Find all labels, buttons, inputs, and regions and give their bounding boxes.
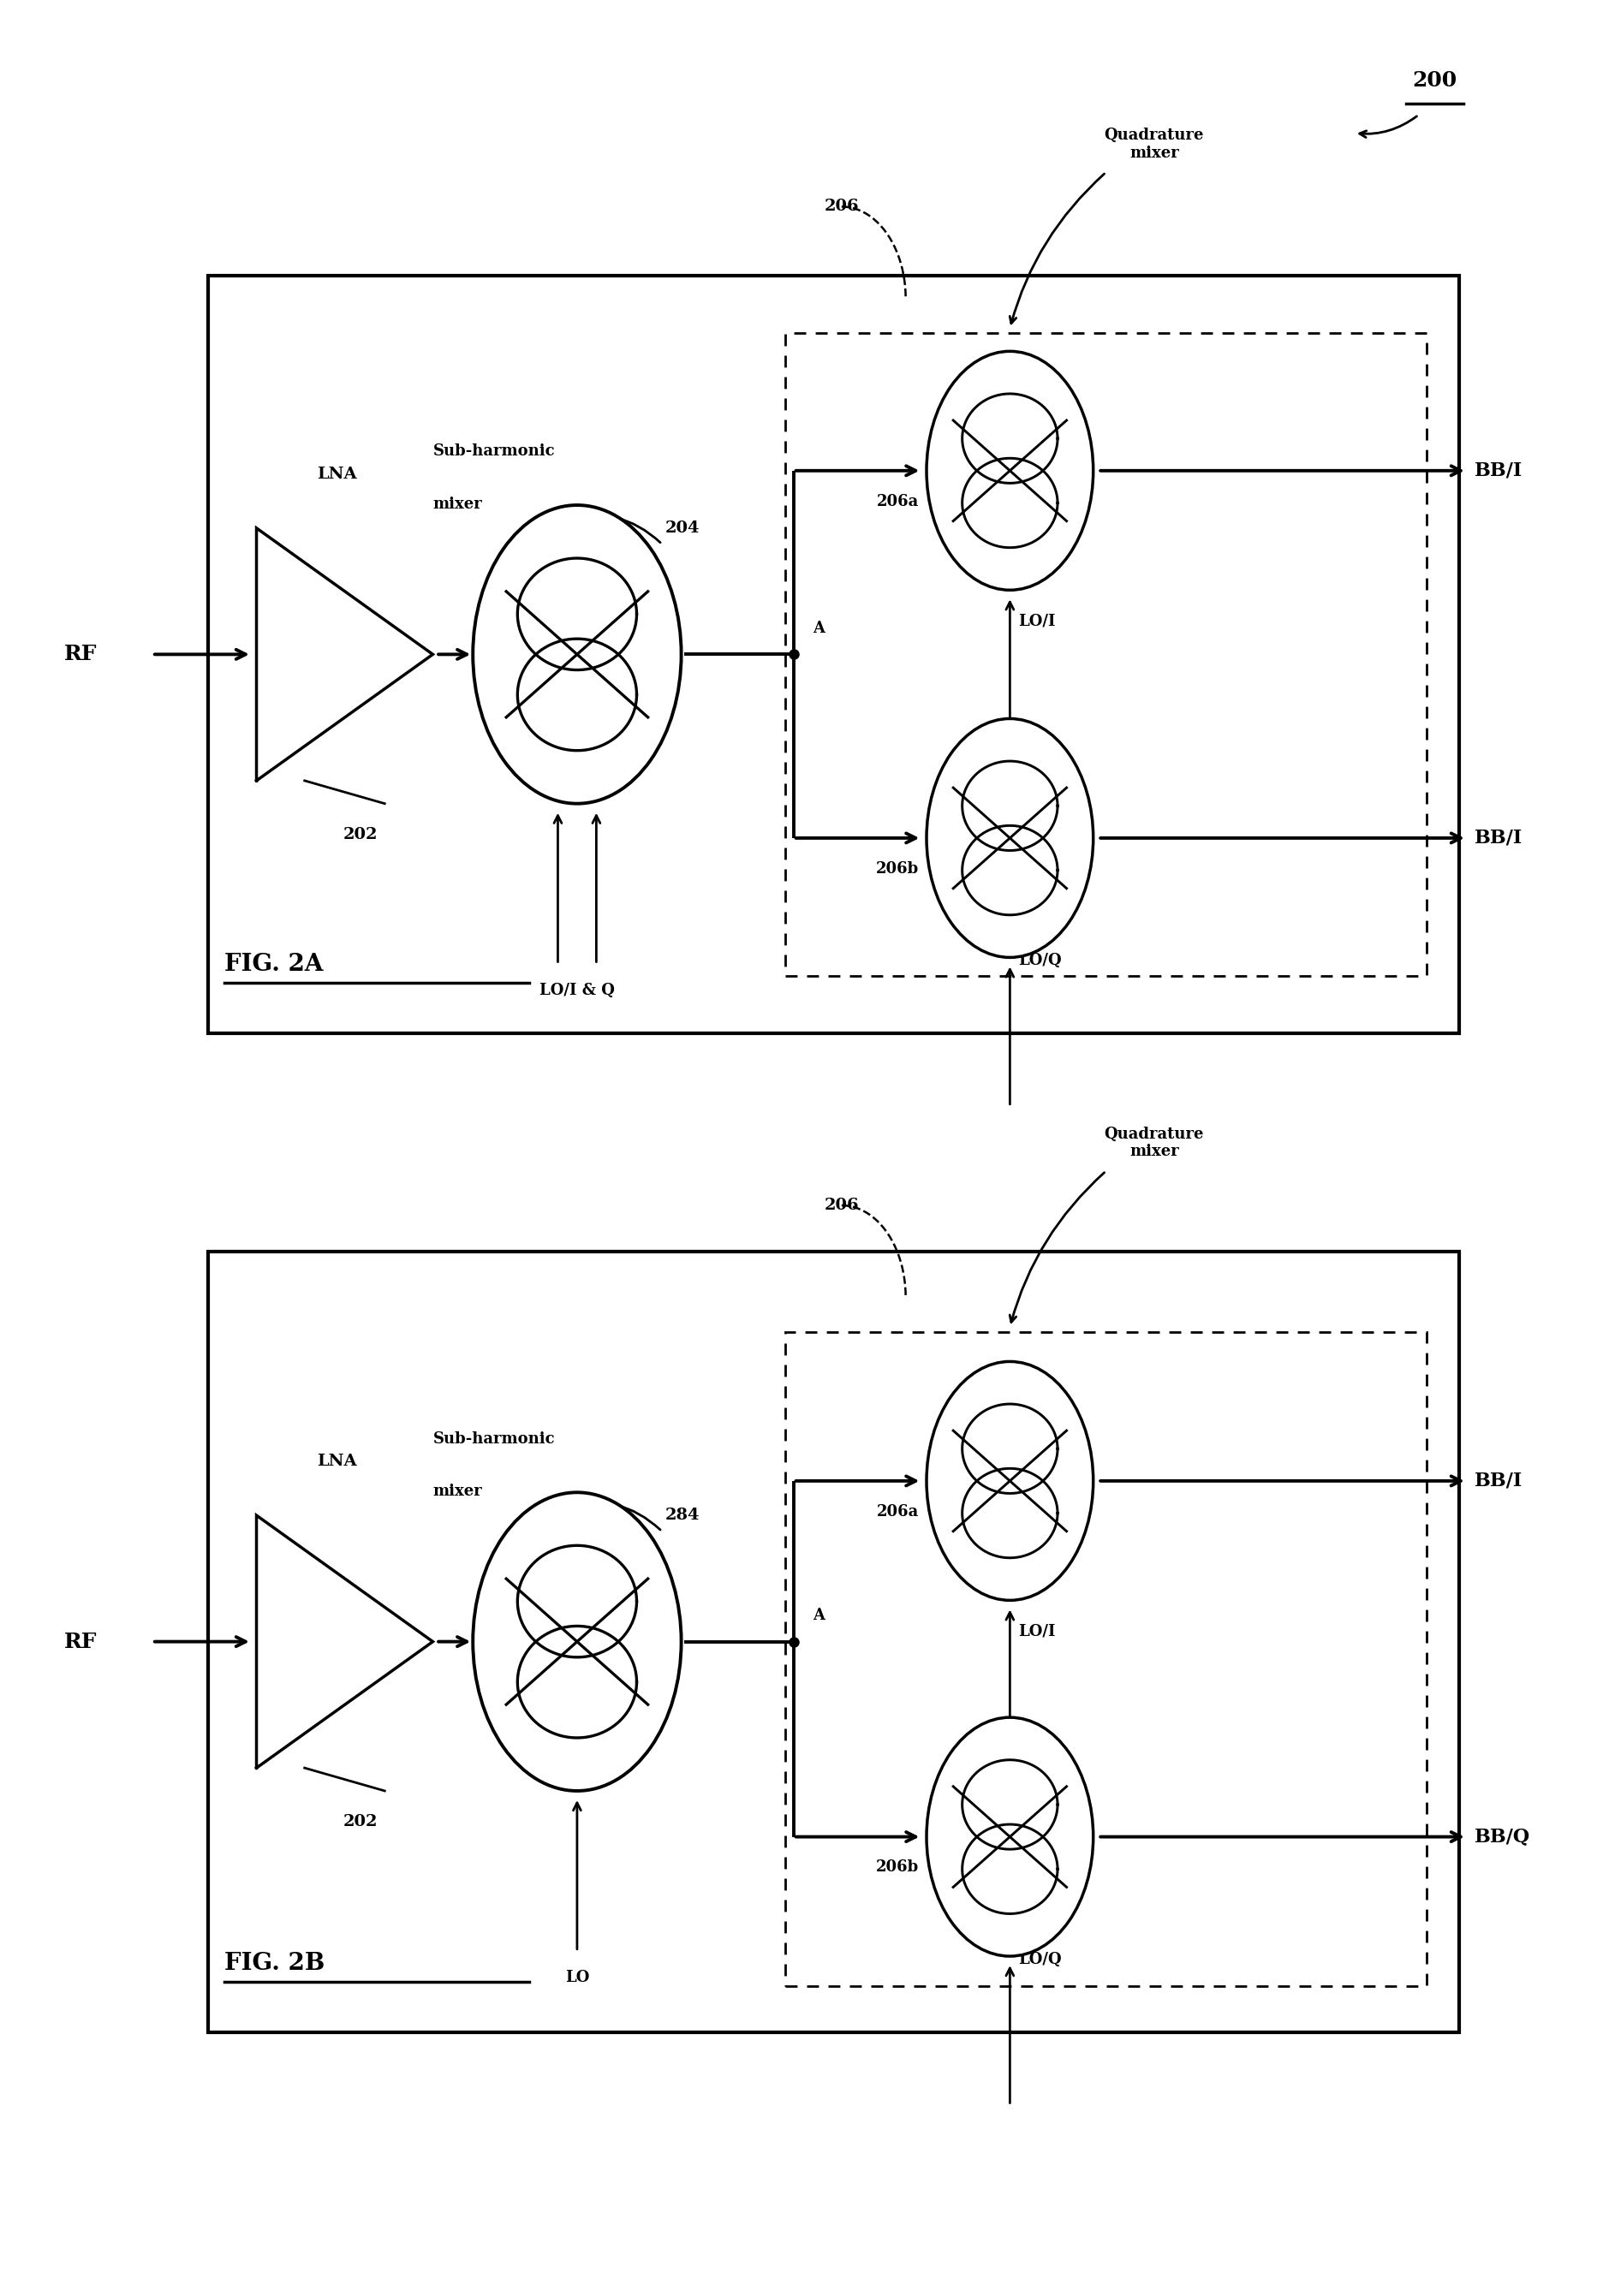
Text: 284: 284 <box>665 1508 701 1522</box>
Text: 206b: 206b <box>875 1860 919 1876</box>
Text: A: A <box>813 1607 824 1623</box>
Bar <box>208 276 1459 1033</box>
Text: BB/I: BB/I <box>1475 1472 1523 1490</box>
Text: Quadrature
mixer: Quadrature mixer <box>1104 1127 1204 1159</box>
Circle shape <box>927 1717 1093 1956</box>
Circle shape <box>927 719 1093 957</box>
Text: 204: 204 <box>665 521 701 535</box>
Circle shape <box>473 1492 681 1791</box>
Text: LNA: LNA <box>317 466 356 482</box>
Text: mixer: mixer <box>433 1483 483 1499</box>
Text: 206b: 206b <box>875 861 919 877</box>
Text: LO: LO <box>564 1970 590 1986</box>
Text: 200: 200 <box>1412 71 1457 90</box>
Text: RF: RF <box>64 1632 98 1651</box>
Text: RF: RF <box>64 645 98 664</box>
Text: 202: 202 <box>343 827 378 843</box>
Circle shape <box>927 1362 1093 1600</box>
Text: LO/I: LO/I <box>1018 1623 1055 1639</box>
Text: 206: 206 <box>824 200 859 214</box>
Text: 206a: 206a <box>877 1504 919 1520</box>
Text: A: A <box>813 620 824 636</box>
Circle shape <box>927 351 1093 590</box>
Text: BB/I: BB/I <box>1475 461 1523 480</box>
Text: LO/Q: LO/Q <box>1018 953 1061 969</box>
Text: mixer: mixer <box>433 496 483 512</box>
Text: FIG. 2A: FIG. 2A <box>224 953 324 976</box>
Text: LNA: LNA <box>317 1453 356 1469</box>
Circle shape <box>473 505 681 804</box>
Text: Sub-harmonic: Sub-harmonic <box>433 1430 555 1446</box>
Bar <box>785 333 1427 976</box>
Bar <box>785 1332 1427 1986</box>
Text: LO/I & Q: LO/I & Q <box>540 983 614 999</box>
Text: 202: 202 <box>343 1814 378 1830</box>
Text: FIG. 2B: FIG. 2B <box>224 1952 325 1975</box>
Text: BB/Q: BB/Q <box>1475 1828 1531 1846</box>
Text: BB/I: BB/I <box>1475 829 1523 847</box>
Text: LO/Q: LO/Q <box>1018 1952 1061 1968</box>
Text: Quadrature
mixer: Quadrature mixer <box>1104 129 1204 161</box>
Text: Sub-harmonic: Sub-harmonic <box>433 443 555 459</box>
Text: 206a: 206a <box>877 494 919 510</box>
Text: LO/I: LO/I <box>1018 613 1055 629</box>
Text: 206: 206 <box>824 1199 859 1212</box>
Bar <box>208 1251 1459 2032</box>
